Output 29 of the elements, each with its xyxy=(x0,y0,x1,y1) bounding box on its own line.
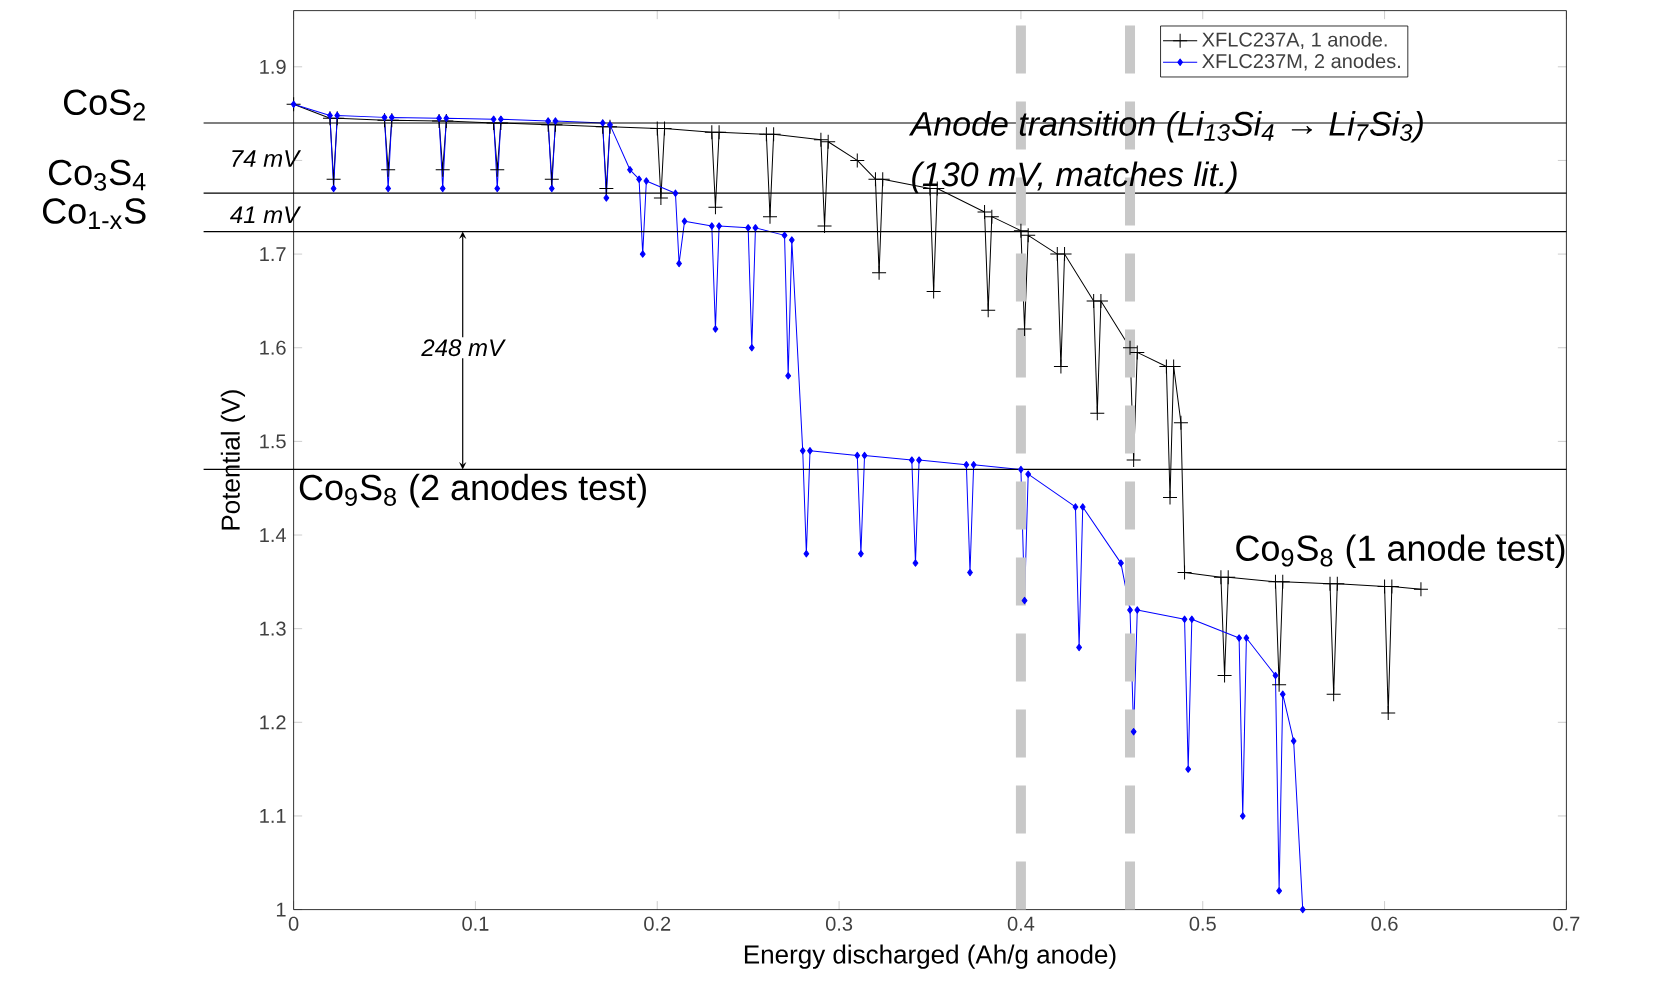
x-tick-label: 0.7 xyxy=(1553,916,1580,931)
text: Anode transition (Li$_{13}$Si$_{4}$ → Li$_{7}$Si$_{3}$) xyxy=(908,110,1423,143)
x-tick-label: 0.4 xyxy=(1007,916,1035,931)
y-tick-label: 1.3 xyxy=(260,621,286,636)
y-tick-label: 1.4 xyxy=(260,528,286,542)
y-tick-label: 1.7 xyxy=(260,247,286,261)
x-tick-label: 0.2 xyxy=(644,916,671,931)
annotation: Co$_{9}$S$_{8}$ (2 anodes test) xyxy=(299,473,646,508)
x-tick-label: 0.5 xyxy=(1189,916,1216,931)
x-axis-title: Energy discharged (Ah/g anode) xyxy=(744,944,1116,969)
ref-line-label: Co$_{3}$S$_{4}$ xyxy=(48,159,146,191)
ref-line-label: CoS$_{2}$ xyxy=(63,89,145,121)
x-tick-label: 0.6 xyxy=(1371,916,1398,931)
y-tick-label: 1 xyxy=(276,902,286,917)
y-tick-label: 1.6 xyxy=(260,340,286,355)
y-tick-label: 1.2 xyxy=(260,715,286,730)
y-tick-label: 1.5 xyxy=(260,434,286,449)
x-tick-label: 0.3 xyxy=(825,916,853,931)
annotation: (130 mV, matches lit.) xyxy=(912,161,1237,194)
legend-label: XFLC237A, 1 anode. xyxy=(1202,31,1387,50)
annotation: Co$_{9}$S$_{8}$ (1 anode test) xyxy=(1236,534,1565,569)
ref-line-label: Co$_{1-x}$S xyxy=(42,198,146,229)
x-tick-label: 0 xyxy=(288,916,299,931)
x-tick-label: 0.1 xyxy=(462,916,489,931)
legend-label: XFLC237M, 2 anodes. xyxy=(1202,53,1400,71)
y-tick-label: 1.9 xyxy=(260,59,286,74)
y-tick-label: 1.1 xyxy=(260,809,286,823)
annotation: 248 mV xyxy=(421,339,506,357)
y-axis-title: Potential (V) xyxy=(220,390,246,530)
